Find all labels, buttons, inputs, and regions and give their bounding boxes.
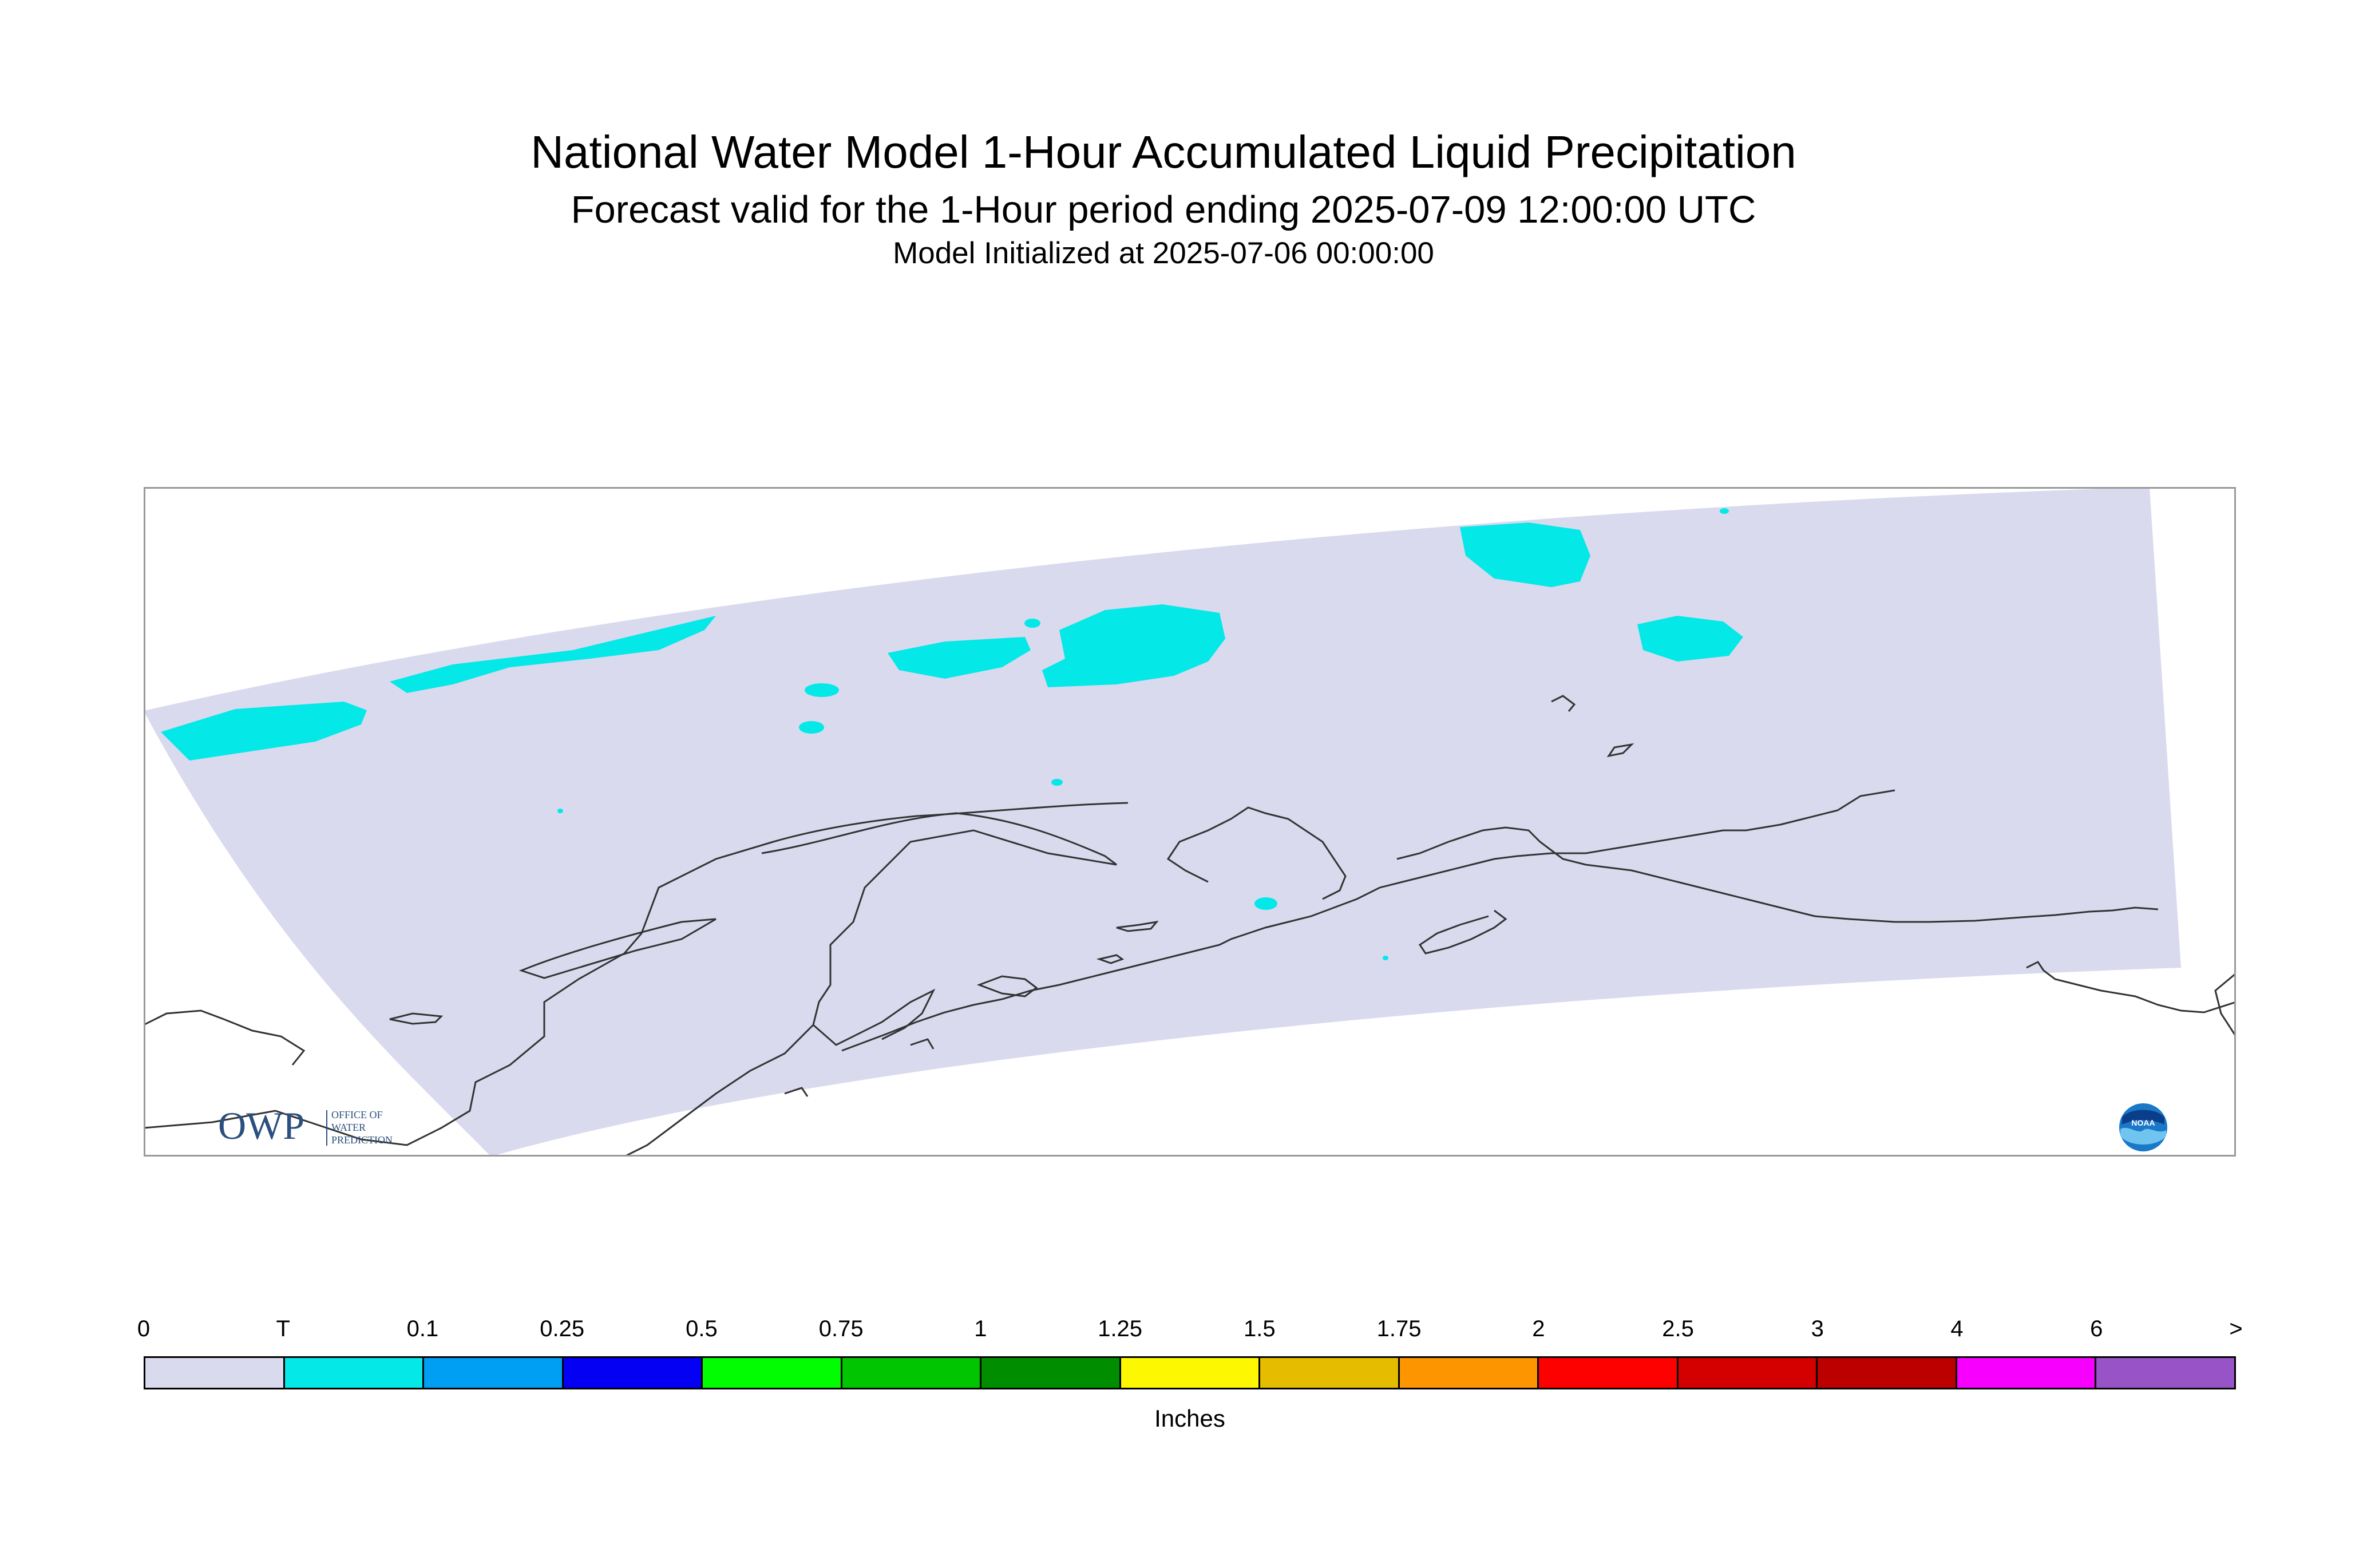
legend-tick-label: >	[2229, 1316, 2243, 1341]
legend-tick-label: 6	[2090, 1316, 2103, 1341]
map-canvas	[144, 487, 2236, 1157]
chart-subtitle: Forecast valid for the 1-Hour period end…	[571, 188, 1756, 231]
coastline-small-island	[1096, 954, 1125, 964]
coastline-mainland-west	[144, 802, 1129, 1146]
model-domain	[144, 487, 2181, 1157]
coastline-st-lawrence-island	[518, 918, 717, 979]
legend-tick-label: 0	[137, 1316, 151, 1341]
precip-area	[1720, 508, 1729, 514]
precip-area	[1383, 956, 1388, 960]
precip-area	[1051, 779, 1063, 786]
owp-logo-graphic: OWP OFFICE OF WATER PREDICTION	[218, 1104, 393, 1147]
legend-colorbar	[144, 1356, 2236, 1389]
legend-tick-label: 1.75	[1376, 1316, 1422, 1341]
legend-swatch	[424, 1358, 564, 1388]
coastline-kenai	[1418, 909, 1507, 955]
legend-swatch	[1260, 1358, 1400, 1388]
legend-tick-label: 1.25	[1098, 1316, 1143, 1341]
legend-swatch	[284, 1358, 425, 1388]
owp-mark: OWP	[218, 1104, 304, 1147]
precip-area	[161, 702, 367, 761]
legend-swatch	[1957, 1358, 2097, 1388]
legend-tick-label: 0.75	[818, 1316, 864, 1341]
coastline-kuskokwim	[624, 1024, 814, 1157]
owp-text-line: PREDICTION	[331, 1134, 393, 1146]
noaa-text: NOAA	[2131, 1118, 2155, 1127]
legend-swatch	[1539, 1358, 1679, 1388]
coastline-cook-inlet	[1396, 826, 2159, 923]
precip-area	[1637, 616, 1743, 662]
precip-area	[390, 616, 716, 693]
legend-tick-label: 0.5	[686, 1316, 718, 1341]
coastline-canada-east	[2026, 961, 2236, 1013]
legend-tick-label: 2.5	[1662, 1316, 1694, 1341]
legend-tick-label: 3	[1811, 1316, 1824, 1341]
legend-tick-label: 0.1	[406, 1316, 439, 1341]
legend-swatch	[563, 1358, 703, 1388]
precip-area	[888, 637, 1031, 679]
precip-trace-areas	[161, 508, 1743, 960]
owp-text-line: WATER	[331, 1122, 366, 1133]
legend-swatch	[1399, 1358, 1539, 1388]
legend-swatch	[1818, 1358, 1957, 1388]
coastline-ne-edge	[2214, 972, 2236, 1037]
coastline-chukotka-edge	[144, 1009, 306, 1066]
legend-units: Inches	[1154, 1405, 1225, 1432]
legend-tick-label: 1.5	[1244, 1316, 1276, 1341]
map-frame	[144, 487, 2236, 1157]
legend-swatch	[1121, 1358, 1261, 1388]
model-init-text: Model Initialized at 2025-07-06 00:00:00	[893, 236, 1434, 270]
legend-tick-label: T	[276, 1316, 290, 1341]
chart-title: National Water Model 1-Hour Accumulated …	[531, 126, 1796, 177]
coastline-nunivak-island	[976, 975, 1038, 997]
coastline-aleutian-a	[910, 1038, 935, 1050]
coastlines	[144, 695, 2236, 1157]
noaa-logo-graphic: NOAA	[2119, 1103, 2167, 1151]
legend-swatch	[1678, 1358, 1818, 1388]
legend-swatch	[981, 1358, 1121, 1388]
legend-tick-label: 0.25	[540, 1316, 585, 1341]
coastline-aleutian-b	[784, 1087, 809, 1097]
precip-area	[805, 683, 839, 697]
owp-logo: OWP OFFICE OF WATER PREDICTION	[218, 1104, 447, 1153]
legend-swatch	[145, 1358, 285, 1388]
legend-swatch	[2096, 1358, 2234, 1388]
legend-swatch	[703, 1358, 842, 1388]
coastline-bristol-bay	[1166, 806, 1347, 900]
coastline-island	[1606, 743, 1634, 758]
precip-area	[1024, 619, 1040, 628]
legend-tick-label: 1	[974, 1316, 987, 1341]
map-panel[interactable]	[144, 487, 2236, 1157]
noaa-logo: NOAA	[2117, 1102, 2169, 1156]
coastline-island-chain	[1551, 695, 1576, 712]
precip-area	[1254, 897, 1277, 910]
legend-tick-label: 2	[1532, 1316, 1545, 1341]
legend-swatch	[842, 1358, 982, 1388]
legend-tick-label: 4	[1950, 1316, 1964, 1341]
precip-area	[1460, 522, 1590, 587]
precip-area	[1042, 604, 1225, 687]
coastline-southwest-island	[389, 1012, 444, 1025]
coastline-alaska-peninsula	[841, 789, 1895, 1052]
coastline-st-matthew-island	[1116, 920, 1159, 932]
precip-area	[799, 721, 824, 734]
precip-area	[557, 809, 563, 813]
coastline-norton-sound	[761, 812, 1117, 1046]
color-legend: 0 T 0.1 0.25 0.5 0.75 1 1.25 1.5 1.75 2 2.5 3 4 6 > Inc…	[137, 1316, 2243, 1459]
owp-text-line: OFFICE OF	[331, 1109, 383, 1120]
